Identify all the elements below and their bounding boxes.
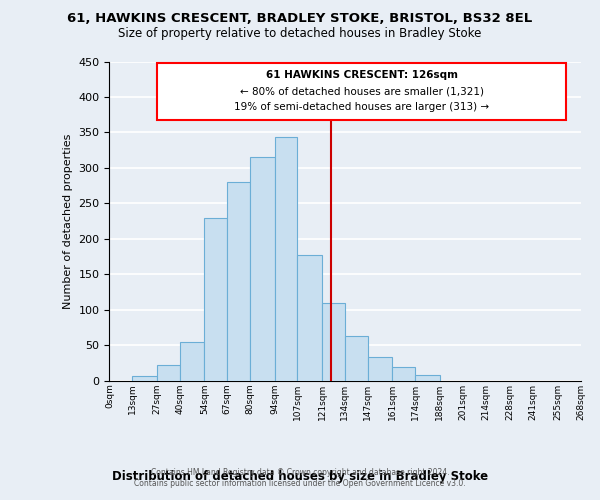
Bar <box>205 218 227 381</box>
Text: Size of property relative to detached houses in Bradley Stoke: Size of property relative to detached ho… <box>118 28 482 40</box>
Bar <box>345 336 368 381</box>
Text: Contains HM Land Registry data © Crown copyright and database right 2024.
Contai: Contains HM Land Registry data © Crown c… <box>134 468 466 487</box>
Bar <box>392 368 415 381</box>
Bar <box>415 375 440 381</box>
Bar <box>157 365 180 381</box>
FancyBboxPatch shape <box>157 63 566 120</box>
Text: 61, HAWKINS CRESCENT, BRADLEY STOKE, BRISTOL, BS32 8EL: 61, HAWKINS CRESCENT, BRADLEY STOKE, BRI… <box>67 12 533 26</box>
Text: 61 HAWKINS CRESCENT: 126sqm: 61 HAWKINS CRESCENT: 126sqm <box>266 70 458 81</box>
Text: ← 80% of detached houses are smaller (1,321): ← 80% of detached houses are smaller (1,… <box>239 86 484 97</box>
Text: 19% of semi-detached houses are larger (313) →: 19% of semi-detached houses are larger (… <box>234 102 489 112</box>
Y-axis label: Number of detached properties: Number of detached properties <box>63 134 73 309</box>
Bar <box>227 182 250 381</box>
Bar <box>322 303 345 381</box>
Bar <box>250 158 275 381</box>
Text: Distribution of detached houses by size in Bradley Stoke: Distribution of detached houses by size … <box>112 470 488 483</box>
Bar <box>132 376 157 381</box>
Bar <box>180 342 205 381</box>
Bar <box>298 255 322 381</box>
Bar <box>275 138 298 381</box>
Bar <box>368 358 392 381</box>
